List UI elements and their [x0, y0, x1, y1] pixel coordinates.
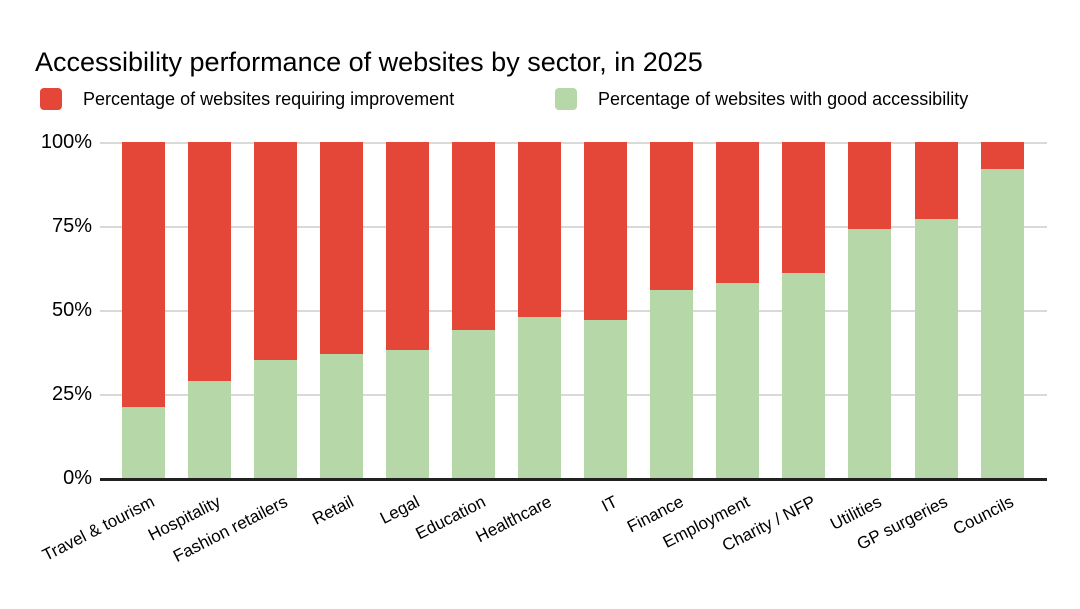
segment-requiring-improvement: [716, 142, 760, 284]
bar-finance: [650, 142, 694, 478]
legend-item-good-accessibility: Percentage of websites with good accessi…: [555, 88, 968, 110]
gridline: [100, 142, 1047, 144]
gridline: [100, 394, 1047, 396]
segment-good-accessibility: [848, 229, 892, 478]
segment-requiring-improvement: [584, 142, 628, 321]
segment-requiring-improvement: [386, 142, 430, 351]
bar-employment: [716, 142, 760, 478]
y-tick-label: 75%: [51, 215, 92, 237]
segment-requiring-improvement: [914, 142, 958, 220]
segment-requiring-improvement: [650, 142, 694, 290]
segment-good-accessibility: [914, 219, 958, 478]
segment-good-accessibility: [187, 380, 231, 478]
legend-label: Percentage of websites with good accessi…: [598, 88, 969, 109]
bar-retail: [320, 142, 364, 478]
segment-good-accessibility: [320, 353, 364, 478]
bar-utilities: [848, 142, 892, 478]
segment-good-accessibility: [452, 330, 496, 478]
y-tick-label: 100%: [40, 131, 92, 153]
segment-requiring-improvement: [980, 142, 1024, 169]
legend-swatch-red: [40, 88, 62, 110]
gridline: [100, 226, 1047, 228]
legend-label: Percentage of websites requiring improve…: [83, 88, 455, 109]
x-axis-line: [100, 478, 1047, 481]
segment-requiring-improvement: [452, 142, 496, 331]
legend-item-requiring-improvement: Percentage of websites requiring improve…: [40, 88, 454, 110]
segment-good-accessibility: [584, 320, 628, 478]
segment-good-accessibility: [386, 350, 430, 478]
y-tick-label: 0%: [63, 467, 92, 489]
segment-requiring-improvement: [254, 142, 297, 361]
segment-good-accessibility: [782, 273, 826, 478]
bar-councils: [980, 142, 1024, 478]
bar-education: [452, 142, 496, 478]
segment-requiring-improvement: [121, 142, 165, 408]
legend-swatch-green: [555, 88, 577, 110]
bar-fashion-retailers: [254, 142, 297, 478]
bar-it: [584, 142, 628, 478]
bar-hospitality: [187, 142, 231, 478]
segment-good-accessibility: [121, 407, 165, 478]
bar-legal: [386, 142, 430, 478]
y-tick-label: 25%: [51, 383, 92, 405]
bar-charity-nfp: [782, 142, 826, 478]
segment-requiring-improvement: [782, 142, 826, 274]
segment-requiring-improvement: [320, 142, 364, 354]
y-tick-label: 50%: [51, 299, 92, 321]
segment-requiring-improvement: [848, 142, 892, 230]
segment-good-accessibility: [650, 289, 694, 478]
bar-healthcare: [518, 142, 562, 478]
segment-requiring-improvement: [187, 142, 231, 381]
segment-good-accessibility: [518, 316, 562, 478]
segment-requiring-improvement: [518, 142, 562, 317]
segment-good-accessibility: [254, 360, 297, 478]
bar-gp-surgeries: [914, 142, 958, 478]
segment-good-accessibility: [716, 283, 760, 478]
plot-area: [100, 142, 1047, 481]
segment-good-accessibility: [980, 168, 1024, 478]
bar-travel-tourism: [121, 142, 165, 478]
gridline: [100, 310, 1047, 312]
chart-title: Accessibility performance of websites by…: [35, 47, 703, 78]
